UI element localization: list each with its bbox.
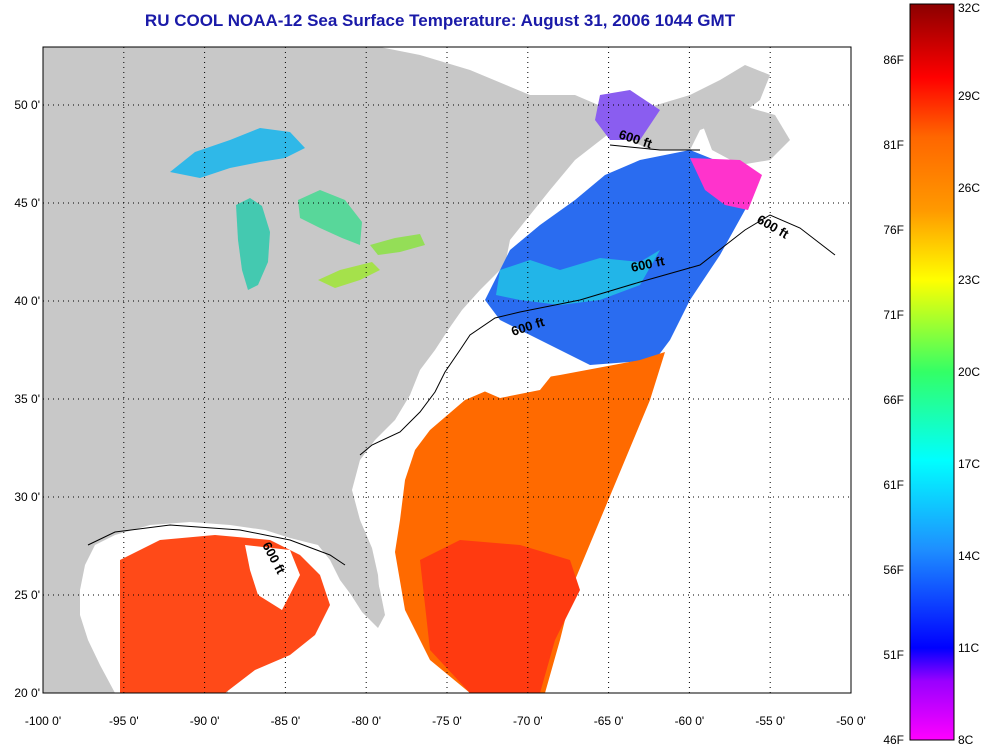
latitude-tick-label: 30 0' xyxy=(14,490,40,504)
sst-atlantic-white-cloud xyxy=(460,355,560,398)
sst-atlantic-red xyxy=(420,540,580,693)
longitude-tick-label: -70 0' xyxy=(513,714,543,728)
land-newfoundland xyxy=(700,105,790,165)
colorbar-fahrenheit-label: 51F xyxy=(883,648,904,662)
land-florida xyxy=(330,545,385,628)
sst-north-cool xyxy=(485,150,760,365)
lake-superior xyxy=(170,128,305,178)
latitude-tick-label: 45 0' xyxy=(14,196,40,210)
latitude-tick-label: 25 0' xyxy=(14,588,40,602)
colorbar-celsius-label: 23C xyxy=(958,273,980,287)
land-maritimes xyxy=(630,65,770,150)
latitude-tick-label: 40 0' xyxy=(14,294,40,308)
colorbar-celsius-label: 20C xyxy=(958,365,980,379)
sst-magenta-patch xyxy=(690,158,762,210)
contour-label: 600 ft xyxy=(630,253,667,275)
longitude-tick-label: -85 0' xyxy=(271,714,301,728)
colorbar-fahrenheit-label: 71F xyxy=(883,308,904,322)
map-title: RU COOL NOAA-12 Sea Surface Temperature:… xyxy=(144,11,736,30)
colorbar-celsius-label: 17C xyxy=(958,457,980,471)
colorbar-celsius-label: 32C xyxy=(958,1,980,15)
lake-michigan xyxy=(236,198,270,290)
latitude-tick-labels: 50 0' 45 0' 40 0' 35 0' 30 0' 25 0' 20 0' xyxy=(14,98,40,700)
colorbar-labels: 32C 29C 26C 23C 20C 17C 14C 11C 8C 86F 81F 76F 71F 66… xyxy=(883,1,980,747)
colorbar-fahrenheit-label: 86F xyxy=(883,53,904,67)
lake-huron xyxy=(298,190,362,245)
colorbar-celsius-label: 29C xyxy=(958,89,980,103)
colorbar-fahrenheit-label: 66F xyxy=(883,393,904,407)
colorbar-fahrenheit-label: 46F xyxy=(883,733,904,747)
longitude-tick-label: -65 0' xyxy=(594,714,624,728)
colorbar-celsius-label: 8C xyxy=(958,733,974,747)
longitude-tick-label: -80 0' xyxy=(351,714,381,728)
longitude-tick-label: -90 0' xyxy=(190,714,220,728)
depth-contour-line xyxy=(87,144,836,566)
longitude-tick-label: -75 0' xyxy=(432,714,462,728)
colorbar-fahrenheit-label: 76F xyxy=(883,223,904,237)
colorbar-fahrenheit-label: 61F xyxy=(883,478,904,492)
colorbar xyxy=(909,3,955,741)
longitude-tick-label: -95 0' xyxy=(109,714,139,728)
colorbar-celsius-label: 14C xyxy=(958,549,980,563)
latitude-tick-label: 35 0' xyxy=(14,392,40,406)
longitude-tick-label: -60 0' xyxy=(675,714,705,728)
longitude-tick-label: -55 0' xyxy=(755,714,785,728)
colorbar-fahrenheit-label: 56F xyxy=(883,563,904,577)
sst-gulf-white-cloud xyxy=(245,545,300,610)
latitude-tick-label: 20 0' xyxy=(14,686,40,700)
latitude-tick-label: 50 0' xyxy=(14,98,40,112)
sst-gulf-of-st-lawrence xyxy=(595,90,660,140)
map-plot-area xyxy=(43,47,851,693)
colorbar-fahrenheit-label: 81F xyxy=(883,138,904,152)
longitude-tick-label: -100 0' xyxy=(25,714,61,728)
colorbar-celsius-label: 26C xyxy=(958,181,980,195)
colorbar-celsius-label: 11C xyxy=(958,641,979,655)
lake-ontario xyxy=(370,234,425,255)
land-north-america xyxy=(43,47,640,693)
longitude-tick-labels: -100 0' -95 0' -90 0' -85 0' -80 0' -75 0' -70… xyxy=(25,714,866,728)
sst-north-cyan xyxy=(496,250,660,305)
longitude-tick-label: -50 0' xyxy=(836,714,866,728)
lake-erie xyxy=(318,262,380,288)
